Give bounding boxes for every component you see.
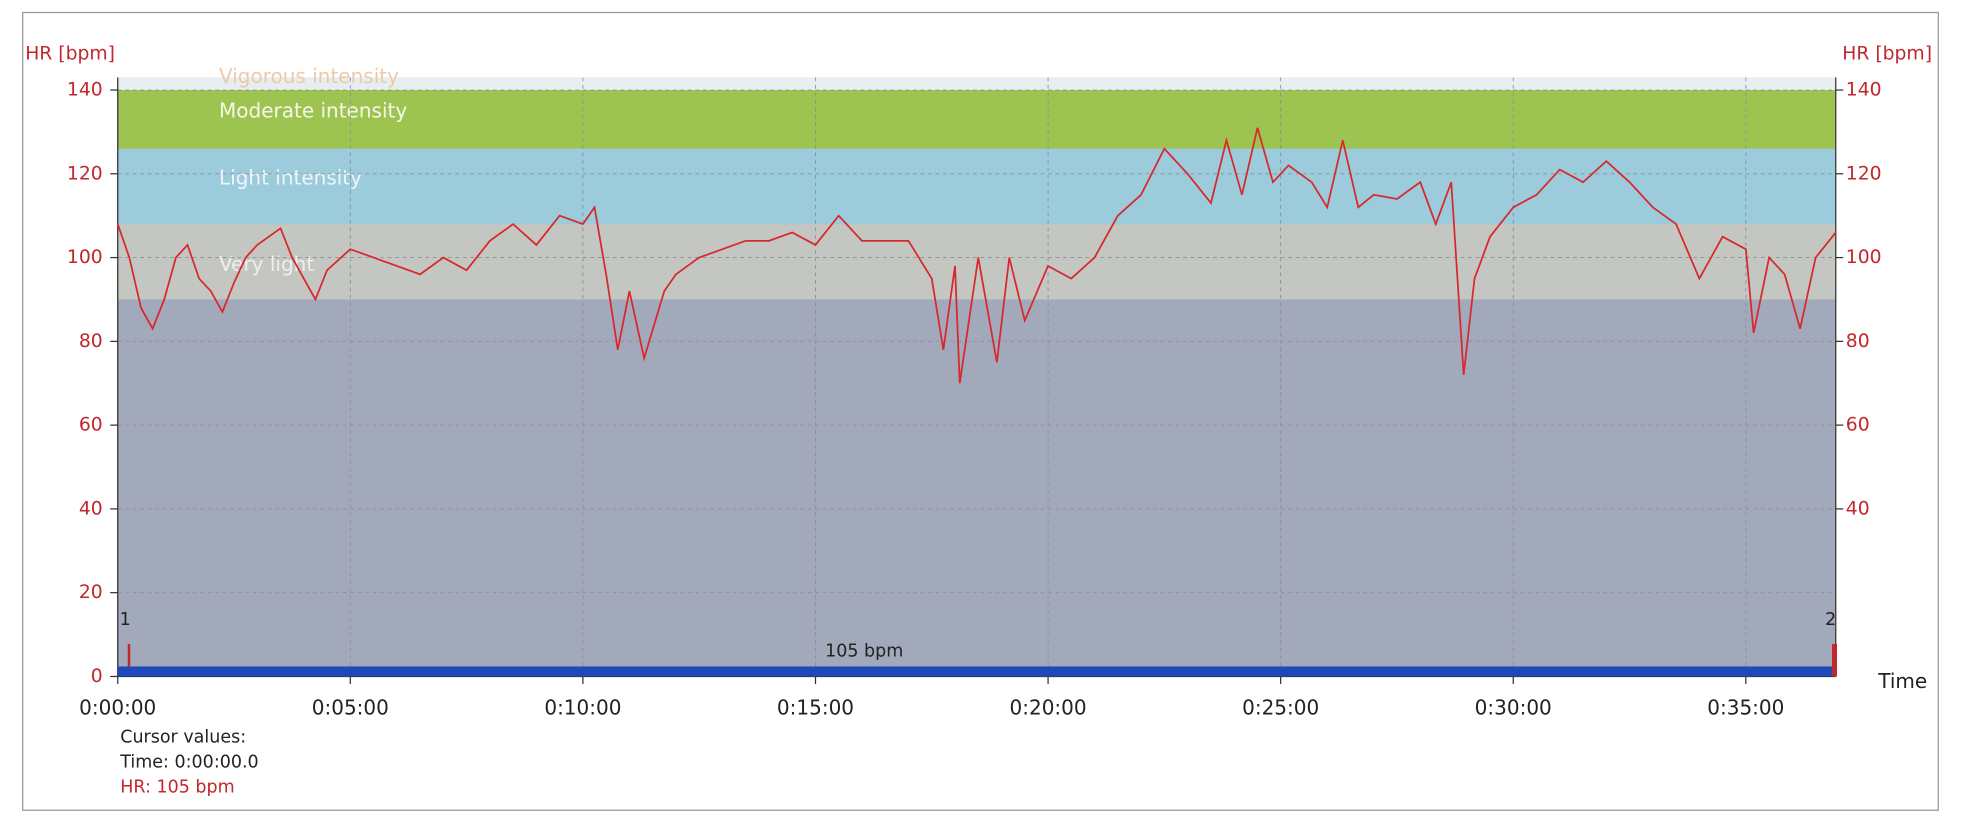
x-tick-label: 0:20:00	[1010, 695, 1087, 719]
y-tick-label: 60	[79, 415, 103, 436]
zone-label: Vigorous intensity	[219, 64, 399, 88]
cursor-time: Time: 0:00:00.0	[119, 753, 258, 773]
y-tick-label: 20	[79, 582, 103, 603]
cursor-title: Cursor values:	[120, 728, 246, 748]
zone-label: Light intensity	[219, 165, 362, 189]
marker	[127, 643, 131, 667]
y2-tick-label: 60	[1846, 415, 1870, 436]
x-tick-label: 0:35:00	[1707, 695, 1784, 719]
zone-band	[117, 90, 1836, 149]
marker-label: 1	[120, 610, 131, 630]
y-tick-label: 0	[91, 666, 103, 687]
y2-tick-label: 120	[1846, 163, 1882, 184]
zone-band	[117, 148, 1836, 225]
y2-tick-label: 140	[1846, 80, 1882, 101]
x-tick-label: 0:05:00	[312, 695, 389, 719]
zone-label: Very light	[219, 252, 314, 276]
y2-tick-label: 40	[1846, 498, 1870, 519]
x-tick-label: 0:15:00	[777, 695, 854, 719]
y2-tick-label: 100	[1846, 247, 1882, 268]
x-tick-label: 0:30:00	[1475, 695, 1552, 719]
y-axis-title: HR [bpm]	[25, 43, 115, 64]
zone-band	[117, 77, 1836, 91]
x-tick-label: 0:25:00	[1242, 695, 1319, 719]
segment-bar	[117, 666, 1836, 677]
y2-axis-title: HR [bpm]	[1842, 43, 1932, 64]
x-axis-title: Time	[1877, 669, 1927, 693]
hr-line	[116, 127, 1837, 384]
marker-label: 2	[1825, 610, 1836, 630]
x-tick-label: 0:10:00	[544, 695, 621, 719]
cursor-hr: HR: 105 bpm	[120, 778, 234, 798]
marker	[1832, 643, 1838, 677]
y2-tick-label: 80	[1846, 331, 1870, 352]
y-tick-label: 120	[67, 163, 103, 184]
x-tick-label: 0:00:00	[79, 695, 156, 719]
y-tick-label: 100	[67, 247, 103, 268]
y-tick-label: 40	[79, 498, 103, 519]
y-tick-label: 140	[67, 80, 103, 101]
y-tick-label: 80	[79, 331, 103, 352]
segment-label: 105 bpm	[825, 641, 903, 661]
zone-label: Moderate intensity	[219, 98, 407, 122]
